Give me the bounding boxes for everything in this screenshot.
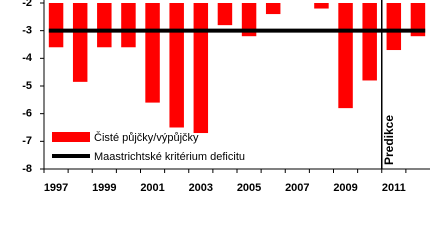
bar <box>410 3 426 37</box>
x-tick-label: 2001 <box>140 182 164 194</box>
divider-label: Predikce <box>382 115 396 165</box>
x-tick-label: 2011 <box>382 182 406 194</box>
x-tick-label: 2009 <box>333 182 357 194</box>
y-tick-label: -3 <box>22 25 32 37</box>
legend-swatch <box>52 132 90 142</box>
bar <box>362 3 377 81</box>
legend-label: Maastrichtské kritérium deficitu <box>94 151 245 163</box>
bar <box>193 3 209 134</box>
x-tick-label: 1999 <box>92 182 116 194</box>
x-tick-label: 2005 <box>237 182 261 194</box>
y-tick-label: -8 <box>22 163 32 175</box>
bar <box>386 3 402 51</box>
x-tick-label: 2007 <box>285 182 309 194</box>
bar <box>338 3 353 109</box>
bar <box>217 3 233 26</box>
bar <box>121 3 136 48</box>
y-tick-label: -4 <box>22 52 33 64</box>
bar <box>72 3 88 82</box>
y-tick-label: -2 <box>22 0 32 9</box>
bar <box>145 3 160 103</box>
bar <box>169 3 184 128</box>
x-tick-label: 1997 <box>44 182 68 194</box>
bar <box>97 3 112 48</box>
y-tick-label: -7 <box>22 135 32 147</box>
y-tick-label: -5 <box>22 80 32 92</box>
x-tick-label: 2003 <box>189 182 213 194</box>
bar <box>241 3 257 37</box>
y-tick-label: -6 <box>22 108 32 120</box>
bar <box>48 3 64 48</box>
chart: -2 -3 -4 -5 -6 -7 -8 1997 1999 2001 2003 2005 2007 20… <box>22 0 430 194</box>
legend-label: Čisté půjčky/výpůjčky <box>94 131 199 144</box>
bar <box>314 3 329 9</box>
bar <box>265 3 281 15</box>
